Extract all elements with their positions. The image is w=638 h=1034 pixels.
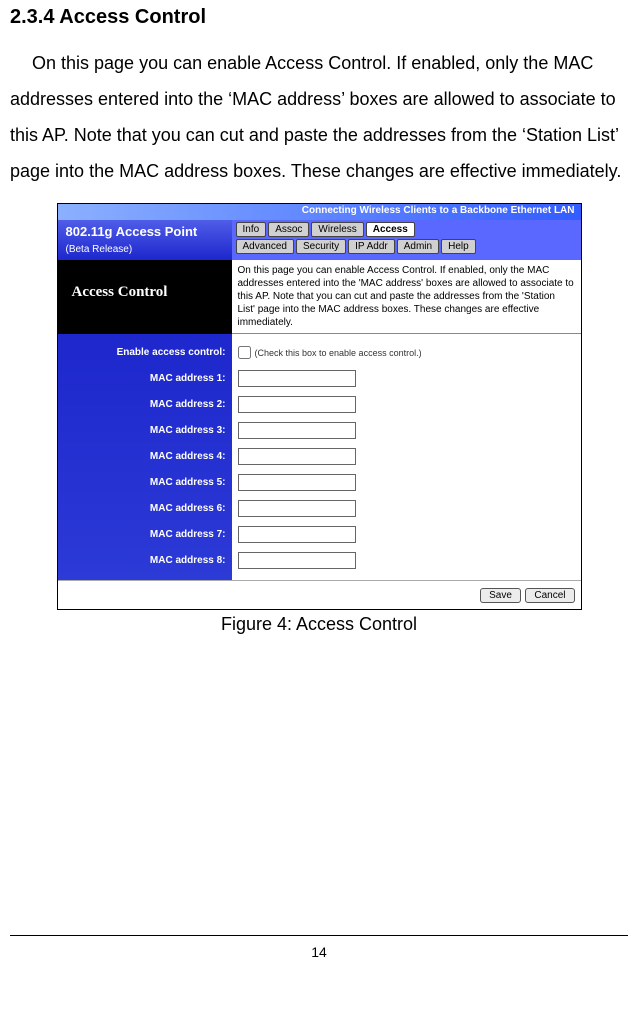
enable-label: Enable access control: — [64, 340, 226, 366]
form-labels-column: Enable access control: MAC address 1: MA… — [58, 334, 232, 580]
mac-label-2: MAC address 2: — [64, 392, 226, 418]
panel-description: On this page you can enable Access Contr… — [232, 260, 581, 334]
tab-access[interactable]: Access — [366, 222, 415, 237]
tab-wireless[interactable]: Wireless — [311, 222, 363, 237]
save-button[interactable]: Save — [480, 588, 521, 603]
tab-ip-addr[interactable]: IP Addr — [348, 239, 395, 254]
tab-help[interactable]: Help — [441, 239, 476, 254]
enable-access-checkbox[interactable] — [238, 346, 251, 359]
panel-title: Access Control — [58, 260, 232, 334]
nav-tabs: Info Assoc Wireless Access Advanced Secu… — [232, 220, 581, 260]
mac-input-7[interactable] — [238, 526, 356, 543]
tab-advanced[interactable]: Advanced — [236, 239, 294, 254]
device-logo: 802.11g Access Point (Beta Release) — [58, 220, 232, 260]
figure-4: Connecting Wireless Clients to a Backbon… — [57, 203, 582, 610]
mac-label-4: MAC address 4: — [64, 444, 226, 470]
mac-label-6: MAC address 6: — [64, 496, 226, 522]
banner-title: Connecting Wireless Clients to a Backbon… — [58, 204, 581, 220]
mac-input-6[interactable] — [238, 500, 356, 517]
section-paragraph: On this page you can enable Access Contr… — [10, 45, 628, 189]
tab-admin[interactable]: Admin — [397, 239, 439, 254]
page-number: 14 — [10, 935, 628, 960]
figure-caption: Figure 4: Access Control — [10, 614, 628, 635]
mac-input-8[interactable] — [238, 552, 356, 569]
mac-label-7: MAC address 7: — [64, 522, 226, 548]
tab-security[interactable]: Security — [296, 239, 346, 254]
mac-label-3: MAC address 3: — [64, 418, 226, 444]
mac-input-5[interactable] — [238, 474, 356, 491]
logo-subtitle: (Beta Release) — [66, 244, 133, 255]
mac-label-5: MAC address 5: — [64, 470, 226, 496]
form-controls-column: (Check this box to enable access control… — [232, 334, 581, 580]
mac-input-4[interactable] — [238, 448, 356, 465]
mac-label-1: MAC address 1: — [64, 366, 226, 392]
mac-input-2[interactable] — [238, 396, 356, 413]
tab-row-2: Advanced Security IP Addr Admin Help — [236, 239, 577, 254]
section-heading: 2.3.4 Access Control — [10, 6, 628, 29]
button-bar: Save Cancel — [58, 580, 581, 609]
mac-input-3[interactable] — [238, 422, 356, 439]
cancel-button[interactable]: Cancel — [525, 588, 574, 603]
tab-assoc[interactable]: Assoc — [268, 222, 309, 237]
enable-hint: (Check this box to enable access control… — [255, 348, 422, 358]
mac-label-8: MAC address 8: — [64, 548, 226, 574]
tab-info[interactable]: Info — [236, 222, 267, 237]
logo-title: 802.11g Access Point — [66, 224, 198, 239]
tab-row-1: Info Assoc Wireless Access — [236, 222, 577, 237]
mac-input-1[interactable] — [238, 370, 356, 387]
